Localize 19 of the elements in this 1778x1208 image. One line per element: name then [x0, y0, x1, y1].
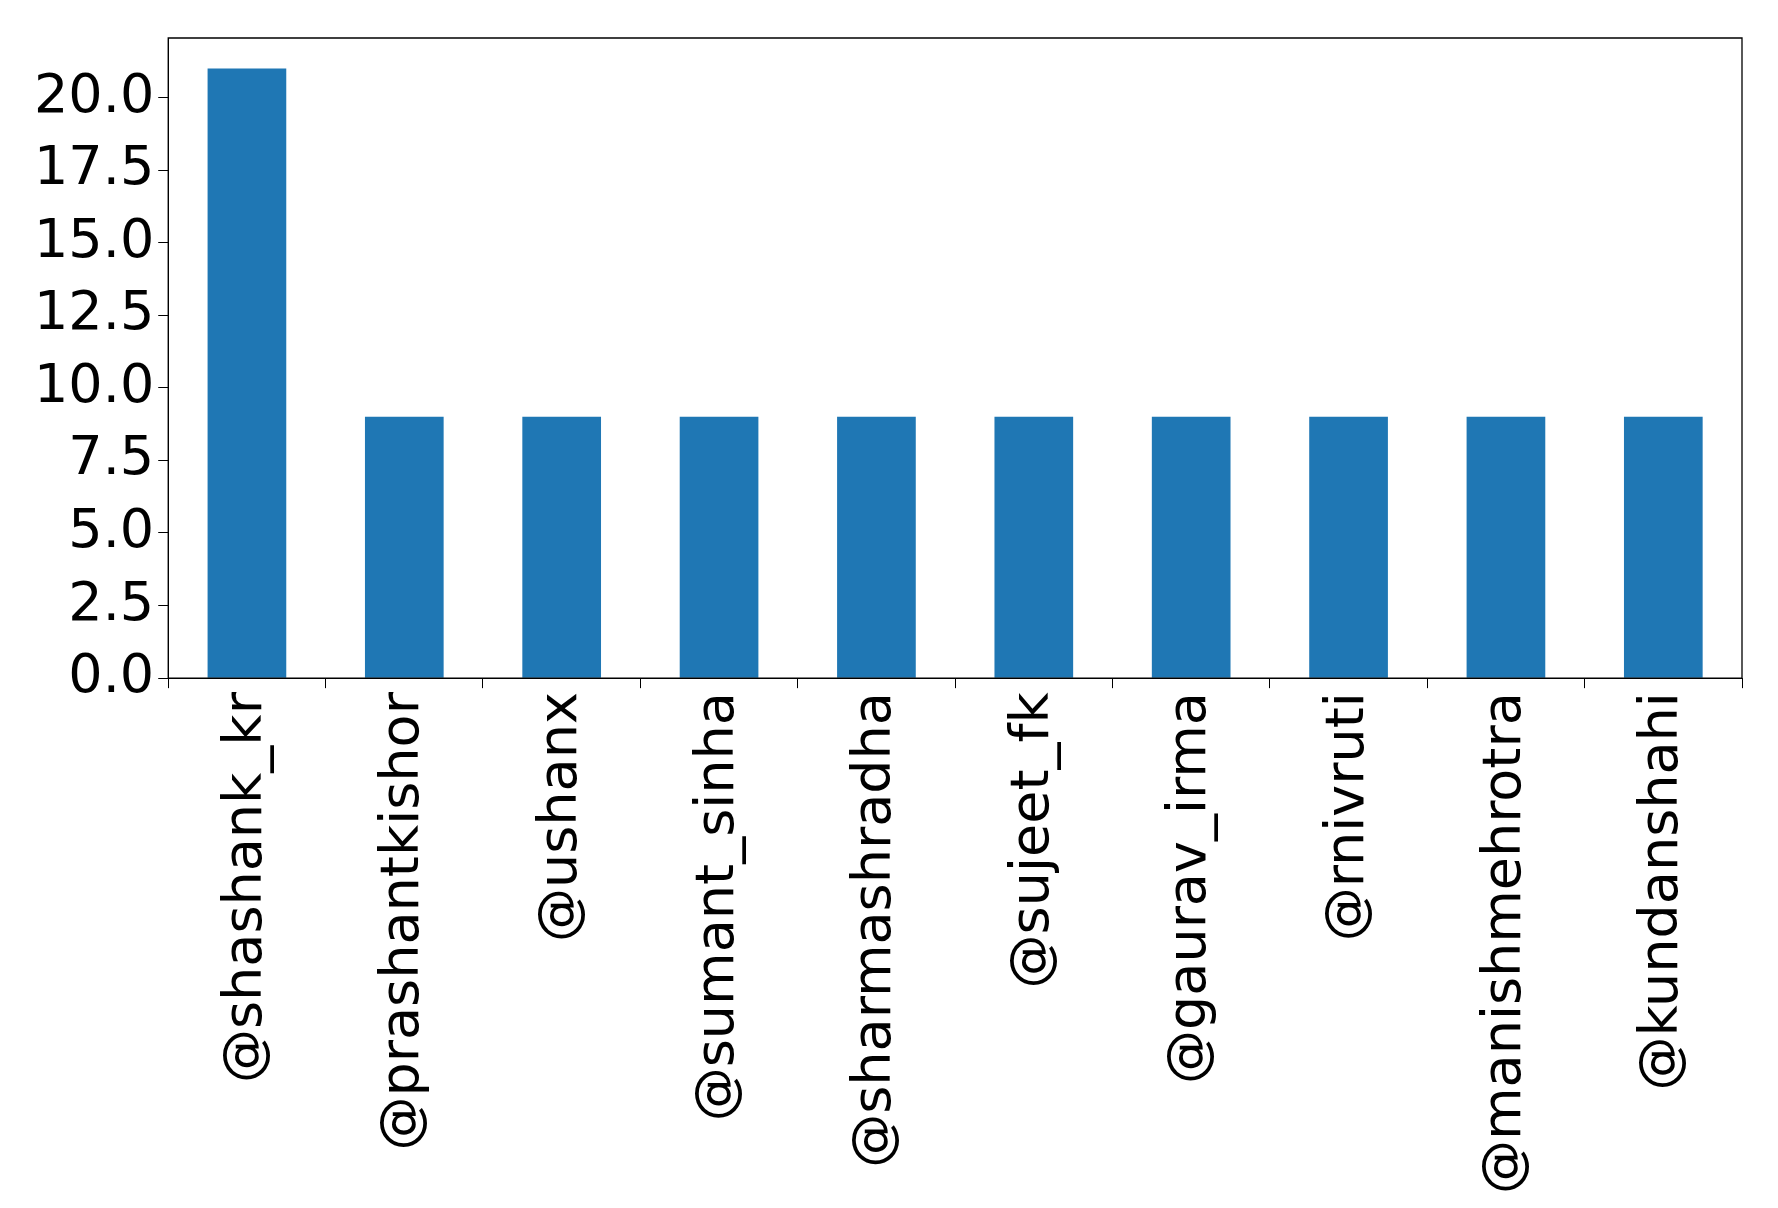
y-tick-label: 0.0 — [68, 642, 155, 706]
x-tick-label: @kundanshahi — [1627, 692, 1691, 1091]
x-tick-label: @sujeet_fk — [997, 691, 1061, 989]
x-tick-label: @rnivruti — [1312, 692, 1376, 942]
x-tick-label: @ushanx — [525, 692, 589, 943]
y-tick-label: 7.5 — [68, 424, 155, 488]
x-tick-label: @prashantkishor — [368, 691, 432, 1151]
x-tick-label: @sharmashradha — [840, 692, 904, 1168]
x-tick-label: @manishmehrotra — [1469, 692, 1533, 1195]
y-tick-label: 15.0 — [34, 206, 155, 270]
x-tick-label: @shashank_kr — [210, 691, 274, 1084]
x-tick-label: @gaurav_irma — [1155, 692, 1219, 1084]
y-tick-label: 5.0 — [68, 497, 155, 561]
y-tick-label: 10.0 — [34, 351, 155, 415]
y-tick-label: 12.5 — [34, 279, 155, 343]
x-tick-label: @sumant_sinha — [683, 692, 747, 1122]
y-tick-label: 17.5 — [34, 134, 155, 198]
y-tick-label: 2.5 — [68, 569, 155, 633]
y-tick-label: 20.0 — [34, 61, 155, 125]
